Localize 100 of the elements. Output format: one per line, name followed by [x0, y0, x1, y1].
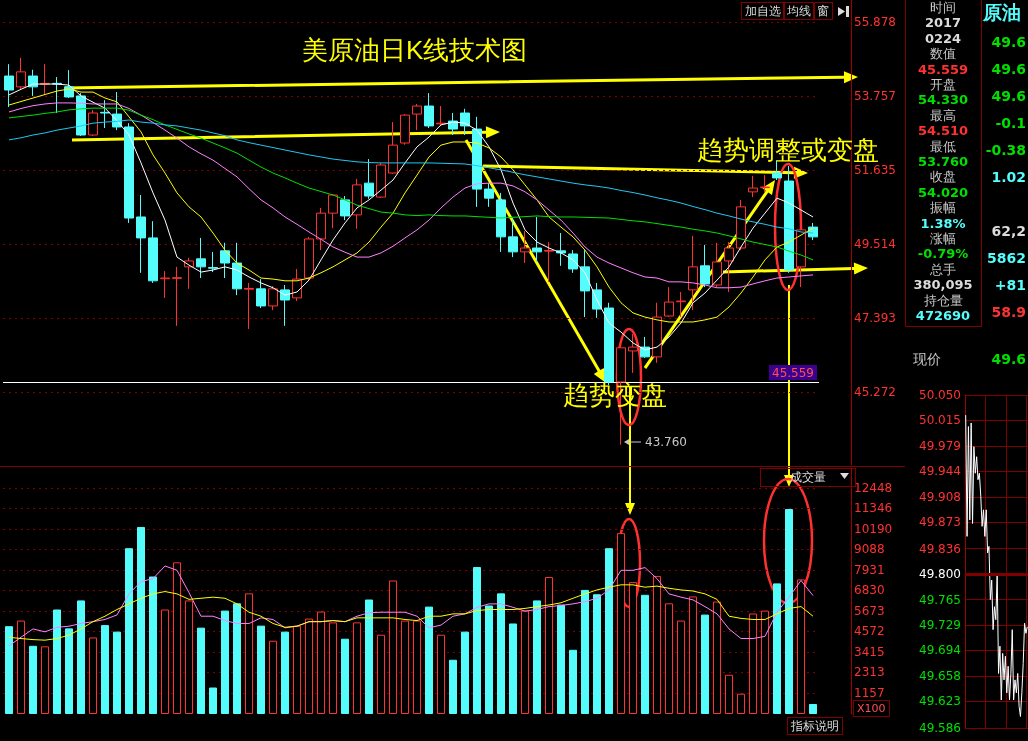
bar	[173, 562, 181, 714]
y-tick-label: 50.050	[919, 388, 961, 402]
text: 涨幅	[929, 231, 957, 246]
bar	[689, 596, 697, 714]
text: 最低	[929, 138, 957, 154]
candlestick	[340, 195, 350, 221]
bar	[29, 645, 37, 714]
bar	[497, 593, 505, 714]
bar	[437, 634, 445, 714]
candlestick	[748, 175, 758, 198]
bar	[785, 509, 793, 714]
text: 原油	[983, 1, 1021, 23]
text: 45.559	[916, 61, 970, 77]
bar	[65, 628, 73, 714]
bar	[521, 610, 529, 714]
bar	[233, 603, 241, 714]
bar	[113, 631, 121, 714]
ref-line-label: 45.559	[772, 365, 814, 380]
bar	[53, 609, 61, 714]
candlestick	[364, 158, 374, 200]
text: 指标说明	[787, 717, 843, 735]
candlestick	[304, 236, 314, 282]
text: 开盘	[929, 77, 957, 92]
candlestick	[352, 178, 362, 230]
text: 0224	[923, 30, 963, 46]
bar	[605, 548, 613, 714]
annotation: 加自选	[741, 2, 785, 20]
y-tick-label: 2313	[854, 665, 885, 680]
candlestick	[172, 266, 182, 327]
candlestick	[100, 99, 110, 129]
candlestick	[688, 235, 698, 311]
candlestick	[328, 193, 338, 229]
bar	[401, 620, 409, 714]
bar	[197, 627, 205, 714]
candlestick	[136, 194, 146, 274]
text: 49.6	[991, 351, 1026, 367]
y-tick-label: 50.015	[919, 413, 961, 428]
candlestick	[268, 285, 278, 311]
text: 54.510	[916, 123, 970, 139]
bar	[665, 603, 673, 714]
y-tick-label: 49.658	[919, 669, 961, 684]
y-tick-label: 49.908	[919, 489, 961, 504]
text: 总手	[929, 261, 957, 277]
text: 62,2	[991, 223, 1026, 239]
bar	[593, 594, 601, 714]
text: 收盘	[929, 169, 957, 185]
candlestick	[4, 63, 14, 108]
y-tick-label: 49.979	[919, 438, 961, 453]
bar	[569, 649, 577, 714]
bar	[41, 646, 49, 714]
line-series	[8, 584, 814, 641]
y-tick-label: 6830	[854, 583, 885, 598]
y-tick-label: 3415	[854, 645, 885, 660]
y-tick-label: 49.873	[919, 515, 961, 530]
candlestick	[400, 113, 410, 146]
annotation: 均线	[783, 2, 815, 20]
bar	[725, 674, 733, 714]
y-tick-label: 47.393	[854, 311, 896, 326]
text: +81	[994, 277, 1026, 293]
bar	[449, 659, 457, 714]
text: 1.02	[991, 169, 1026, 185]
candlestick	[232, 242, 242, 296]
candlestick	[496, 192, 506, 253]
bar	[341, 638, 349, 714]
bar	[641, 594, 649, 714]
candlestick	[388, 121, 398, 175]
text: 54.330	[916, 92, 970, 108]
bar	[809, 704, 817, 714]
bar	[125, 548, 133, 714]
text: -0.1	[995, 115, 1026, 131]
bar	[461, 631, 469, 714]
bar	[749, 613, 757, 714]
candlestick	[664, 286, 674, 318]
text: 1.38%	[919, 215, 967, 231]
candlestick	[724, 241, 734, 293]
bar	[485, 605, 493, 714]
candlestick	[424, 92, 434, 129]
text: 472690	[914, 308, 972, 323]
y-tick-label: 53.757	[854, 89, 896, 104]
candlestick	[784, 165, 794, 274]
text: 54.020	[916, 184, 970, 200]
bar	[101, 625, 109, 714]
candlestick	[316, 207, 326, 251]
candlestick	[244, 282, 254, 330]
y-tick-label: 45.272	[854, 385, 896, 400]
bar	[557, 604, 565, 714]
text: 美原油日K线技术图	[302, 35, 528, 65]
bar	[317, 611, 325, 714]
line-series	[8, 565, 814, 647]
bar	[257, 625, 265, 714]
candlestick	[220, 242, 230, 279]
bar	[77, 600, 85, 714]
text: 最高	[929, 107, 957, 123]
y-tick-label: 7931	[854, 563, 885, 578]
candlestick	[256, 278, 266, 309]
bar	[149, 576, 157, 714]
candlestick	[412, 103, 422, 131]
candlestick	[628, 333, 638, 374]
text: 数值	[929, 46, 957, 62]
y-tick-label: 10190	[854, 522, 893, 537]
